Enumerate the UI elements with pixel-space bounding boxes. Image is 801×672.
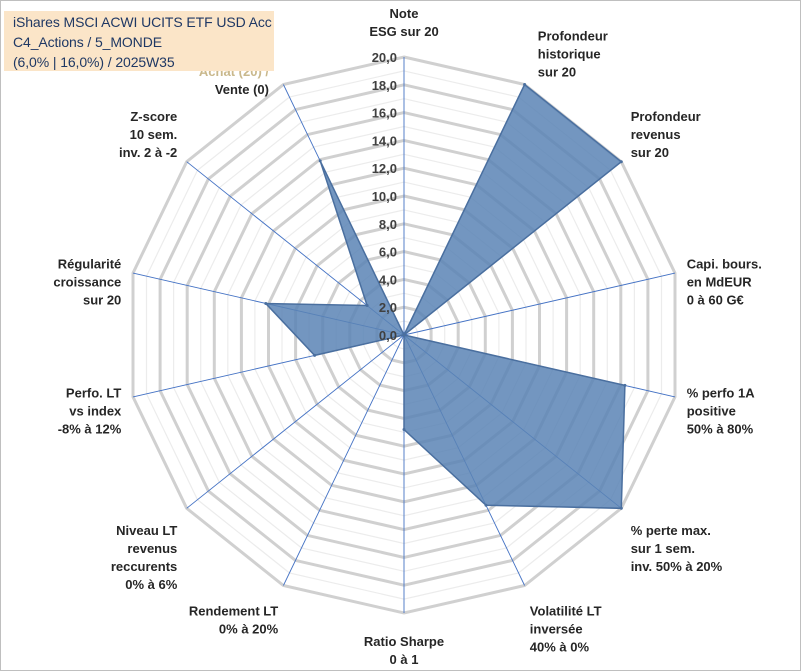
axis-label-line: sur 20 bbox=[83, 293, 121, 308]
axis-label-line: historique bbox=[538, 47, 601, 62]
tick-label: 2,0 bbox=[379, 300, 397, 315]
chart-title-box: iShares MSCI ACWI UCITS ETF USD Acc C4_A… bbox=[4, 11, 274, 71]
axis-label-line: reccurents bbox=[111, 559, 177, 574]
tick-label: 4,0 bbox=[379, 272, 397, 287]
axis-label-line: ESG sur 20 bbox=[369, 24, 438, 39]
axis-label: Régularité croissance sur 20 bbox=[53, 257, 121, 308]
axis-label-line: Régularité bbox=[58, 257, 122, 272]
axis-spoke bbox=[186, 334, 405, 509]
axis-label: Volatilité LT inversée 40% à 0% bbox=[530, 603, 602, 654]
axis-label: Perfo. LT vs index -8% à 12% bbox=[58, 386, 122, 437]
axis-label-line: 40% à 0% bbox=[530, 639, 590, 654]
axis-label-line: sur 1 sem. bbox=[631, 541, 695, 556]
axis-label-line: en MdEUR bbox=[687, 275, 753, 290]
data-point bbox=[619, 506, 623, 510]
axis-label-line: Profondeur bbox=[631, 109, 701, 124]
radar-tick-labels: 0,0 2,0 4,0 6,0 8,0 10,0 12,0 14,0 16,0 18,0 20,0 bbox=[372, 50, 397, 343]
axis-label-line: -8% à 12% bbox=[58, 422, 122, 437]
tick-label: 16,0 bbox=[372, 106, 397, 121]
axis-label-line: vs index bbox=[69, 404, 122, 419]
axis-label-line: revenus bbox=[127, 541, 177, 556]
tick-label: 20,0 bbox=[372, 50, 397, 65]
axis-label: Profondeur historique sur 20 bbox=[538, 29, 608, 80]
axis-spoke bbox=[282, 334, 405, 586]
axis-spoke bbox=[403, 272, 676, 336]
axis-label: Z-score 10 sem. inv. 2 à -2 bbox=[119, 109, 177, 160]
axis-label-line: Niveau LT bbox=[116, 523, 177, 538]
data-point bbox=[365, 304, 369, 307]
axis-label-line: 0% à 6% bbox=[125, 577, 177, 592]
axis-label-line: Capi. bours. bbox=[687, 257, 762, 272]
tick-label: 18,0 bbox=[372, 78, 397, 93]
data-point bbox=[318, 159, 322, 163]
data-point bbox=[623, 383, 627, 387]
axis-label-line: positive bbox=[687, 404, 736, 419]
axis-label-line: sur 20 bbox=[538, 65, 576, 80]
tick-label: 10,0 bbox=[372, 189, 397, 204]
axis-label-line: croissance bbox=[53, 275, 121, 290]
axis-label: % perte max. sur 1 sem. inv. 50% à 20% bbox=[631, 523, 723, 574]
axis-label-line: inv. 2 à -2 bbox=[119, 145, 177, 160]
data-point bbox=[264, 302, 268, 305]
axis-label: Capi. bours. en MdEUR 0 à 60 G€ bbox=[687, 257, 762, 308]
chart-title-line-1: iShares MSCI ACWI UCITS ETF USD Acc bbox=[13, 14, 272, 30]
axis-label-line: Vente (0) bbox=[215, 82, 269, 97]
axis-label: Profondeur revenus sur 20 bbox=[631, 109, 701, 160]
axis-label-line: Ratio Sharpe bbox=[364, 634, 444, 649]
data-point bbox=[523, 83, 527, 86]
axis-label-line: sur 20 bbox=[631, 145, 669, 160]
axis-label-line: Volatilité LT bbox=[530, 603, 602, 618]
data-point bbox=[402, 428, 406, 431]
tick-label: 12,0 bbox=[372, 161, 397, 176]
data-point bbox=[313, 353, 317, 357]
axis-label: Rendement LT 0% à 20% bbox=[189, 603, 279, 636]
data-point bbox=[619, 160, 623, 164]
series-area bbox=[264, 83, 626, 510]
chart-title-line-3: (6,0% | 16,0%) / 2025W35 bbox=[13, 54, 175, 70]
axis-label-line: % perfo 1A bbox=[687, 386, 756, 401]
axis-label-line: 0% à 20% bbox=[219, 621, 279, 636]
chart-title-line-2: C4_Actions / 5_MONDE bbox=[13, 34, 162, 50]
axis-label: Ratio Sharpe 0 à 1 bbox=[364, 634, 444, 667]
axis-label-line: 50% à 80% bbox=[687, 422, 754, 437]
axis-label-line: 0 à 1 bbox=[390, 652, 419, 667]
tick-label: 0,0 bbox=[379, 328, 397, 343]
axis-label-line: Rendement LT bbox=[189, 603, 278, 618]
axis-label-line: 10 sem. bbox=[130, 127, 178, 142]
axis-label: % perfo 1A positive 50% à 80% bbox=[687, 386, 756, 437]
axis-label-line: revenus bbox=[631, 127, 681, 142]
data-point bbox=[484, 503, 488, 507]
axis-label: Niveau LT revenus reccurents 0% à 6% bbox=[111, 523, 178, 592]
axis-label-line: 0 à 60 G€ bbox=[687, 293, 744, 308]
axis-label-line: Perfo. LT bbox=[66, 386, 121, 401]
tick-label: 8,0 bbox=[379, 217, 397, 232]
axis-label-line: Profondeur bbox=[538, 29, 608, 44]
axis-label-line: inversée bbox=[530, 621, 583, 636]
axis-label-line: Note bbox=[390, 6, 419, 21]
tick-label: 6,0 bbox=[379, 245, 397, 260]
radar-series bbox=[264, 83, 627, 510]
axis-label-line: % perte max. bbox=[631, 523, 711, 538]
axis-label: Note ESG sur 20 bbox=[369, 6, 438, 39]
axis-label-line: Z-score bbox=[130, 109, 177, 124]
tick-label: 14,0 bbox=[372, 133, 397, 148]
data-point bbox=[402, 333, 406, 337]
axis-label-line: inv. 50% à 20% bbox=[631, 559, 723, 574]
